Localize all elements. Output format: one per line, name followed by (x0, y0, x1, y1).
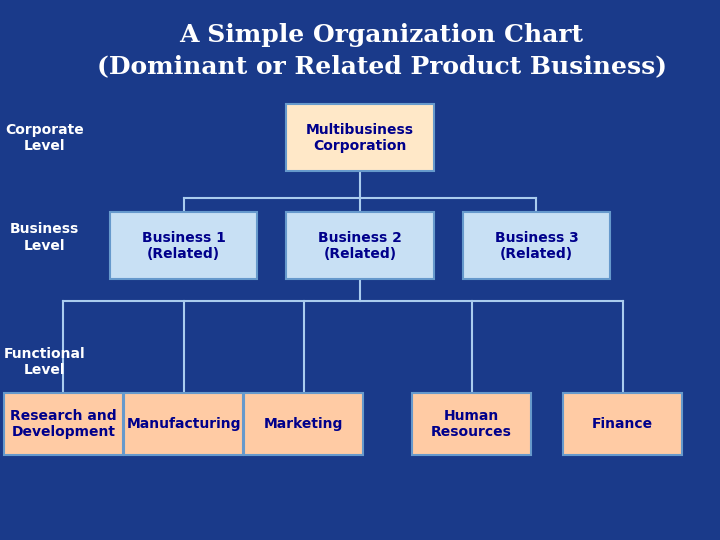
Text: Corporate
Level: Corporate Level (5, 123, 84, 153)
Text: Business 3
(Related): Business 3 (Related) (495, 231, 578, 261)
FancyBboxPatch shape (287, 212, 433, 280)
FancyBboxPatch shape (563, 393, 683, 455)
FancyBboxPatch shape (4, 393, 122, 455)
FancyBboxPatch shape (462, 212, 610, 280)
Text: Multibusiness
Corporation: Multibusiness Corporation (306, 123, 414, 153)
FancyBboxPatch shape (109, 212, 258, 280)
Text: Business
Level: Business Level (10, 222, 79, 253)
FancyBboxPatch shape (244, 393, 363, 455)
Text: (Dominant or Related Product Business): (Dominant or Related Product Business) (96, 54, 667, 78)
Text: A Simple Organization Chart: A Simple Organization Chart (179, 23, 584, 47)
Text: Marketing: Marketing (264, 417, 343, 431)
Text: Business 2
(Related): Business 2 (Related) (318, 231, 402, 261)
Text: Research and
Development: Research and Development (10, 409, 117, 439)
Text: Business 1
(Related): Business 1 (Related) (142, 231, 225, 261)
Text: Functional
Level: Functional Level (4, 347, 86, 377)
FancyBboxPatch shape (124, 393, 243, 455)
Text: Manufacturing: Manufacturing (126, 417, 241, 431)
Text: Finance: Finance (593, 417, 653, 431)
FancyBboxPatch shape (412, 393, 531, 455)
Text: Human
Resources: Human Resources (431, 409, 512, 439)
FancyBboxPatch shape (287, 104, 433, 172)
